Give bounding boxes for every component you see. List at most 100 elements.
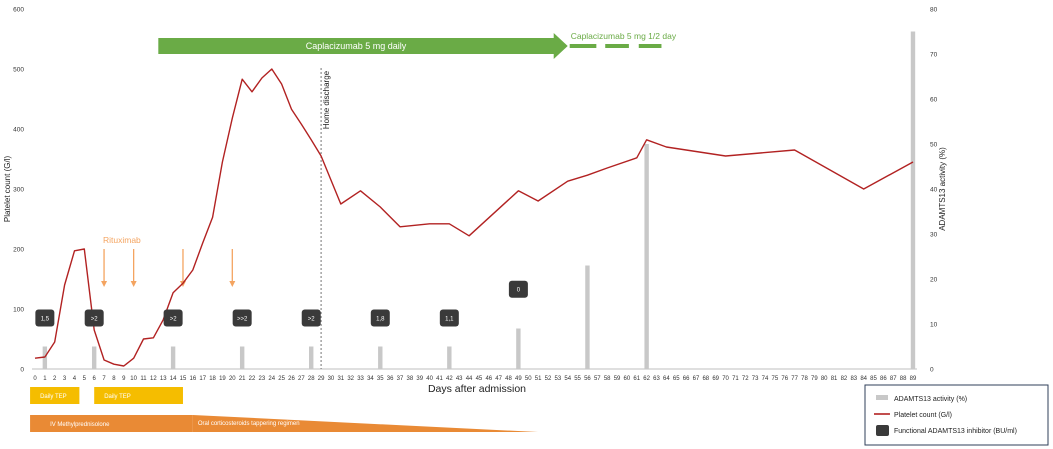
inhibitor-marker — [508, 280, 528, 298]
rituximab-arrow-head — [101, 281, 108, 287]
x-tick-label: 13 — [160, 376, 167, 382]
x-tick-label: 63 — [653, 376, 660, 382]
legend-swatch-box — [876, 425, 889, 436]
rituximab-arrow-head — [130, 281, 137, 287]
inhibitor-marker-label: 1,5 — [41, 317, 50, 323]
x-tick-label: 7 — [102, 376, 106, 382]
x-tick-label: 80 — [821, 376, 828, 382]
x-tick-label: 33 — [357, 376, 364, 382]
y2-tick-label: 50 — [930, 142, 938, 149]
x-tick-label: 4 — [73, 376, 77, 382]
x-tick-label: 64 — [663, 376, 670, 382]
axes: 0 1 2 3 4 5 6 7 8 9 10 11 12 13 14 15 16 17 18 19 20 21 22 23 24… — [3, 7, 947, 396]
x-tick-label: 53 — [555, 376, 562, 382]
caplacizumab-half-dash — [605, 44, 629, 48]
x-tick-label: 74 — [762, 376, 769, 382]
adamts13-bar — [585, 265, 590, 369]
legend-item-label: ADAMTS13 activity (%) — [894, 396, 967, 403]
adamts13-bar — [309, 346, 314, 369]
y-tick-label: 200 — [13, 247, 24, 254]
treatment-bar-tapering — [192, 415, 539, 432]
y-tick-label: 100 — [13, 307, 24, 314]
x-tick-label: 79 — [811, 376, 818, 382]
annotations: Home discharge Rituximab Caplacizumab 5 mg… — [101, 31, 677, 369]
adamts13-bar — [447, 346, 452, 369]
x-axis-title: Days after admission — [428, 383, 526, 395]
treatment-bar-label: Daily TEP — [40, 394, 67, 400]
y2-tick-label: 70 — [930, 52, 938, 59]
x-tick-label: 86 — [880, 376, 887, 382]
inhibitor-marker-label: 1,1 — [445, 317, 454, 323]
x-tick-label: 32 — [347, 376, 354, 382]
treatment-bar-methylprednisolone — [30, 415, 193, 432]
legend-box — [864, 384, 1049, 446]
x-tick-label: 5 — [83, 376, 87, 382]
rituximab-arrow-head — [229, 281, 236, 287]
x-tick-label: 66 — [683, 376, 690, 382]
x-tick-label: 36 — [387, 376, 394, 382]
adamts13-bar — [170, 346, 176, 369]
inhibitor-marker — [35, 309, 55, 327]
adamts13-bar — [378, 346, 383, 369]
x-tick-label: 35 — [377, 376, 384, 382]
inhibitor-marker-label: >2 — [170, 317, 178, 323]
adamts13-bar — [91, 346, 97, 369]
x-tick-label: 9 — [122, 376, 126, 382]
inhibitor-markers: 1,5 >2 >2 >>2 >2 1,8 1,1 0 — [35, 280, 528, 327]
x-tick-label: 38 — [407, 376, 414, 382]
adamts13-bar — [239, 346, 245, 369]
inhibitor-marker — [370, 309, 390, 327]
adamts13-bar — [516, 328, 521, 369]
caplacizumab-half-dash — [638, 44, 662, 48]
x-tick-label: 24 — [268, 376, 275, 382]
x-tick-label: 48 — [505, 376, 512, 382]
adamts13-bar — [42, 346, 48, 369]
x-tick-label: 43 — [456, 376, 463, 382]
x-tick-label: 41 — [436, 376, 443, 382]
x-tick-label: 59 — [614, 376, 621, 382]
x-tick-label: 42 — [446, 376, 453, 382]
x-tick-label: 40 — [426, 376, 433, 382]
inhibitor-marker — [301, 309, 321, 327]
inhibitor-marker — [163, 309, 183, 327]
y-tick-label: 600 — [13, 7, 24, 14]
x-tick-label: 37 — [397, 376, 404, 382]
x-tick-label: 6 — [93, 376, 97, 382]
inhibitor-marker — [84, 309, 104, 327]
x-tick-label: 31 — [337, 376, 344, 382]
x-tick-label: 81 — [831, 376, 838, 382]
x-tick-label: 29 — [318, 376, 325, 382]
x-tick-label: 15 — [180, 376, 187, 382]
x-tick-label: 26 — [288, 376, 295, 382]
y2-tick-label: 30 — [930, 232, 938, 239]
x-tick-label: 76 — [781, 376, 788, 382]
adamts13-bar — [910, 31, 916, 369]
x-tick-label: 30 — [328, 376, 335, 382]
x-tick-label: 58 — [604, 376, 611, 382]
x-tick-label: 12 — [150, 376, 157, 382]
x-tick-label: 20 — [229, 376, 236, 382]
x-tick-label: 70 — [722, 376, 729, 382]
caplacizumab-daily-arrow — [158, 33, 568, 59]
legend-item-label: Functional ADAMTS13 inhibitor (BU/ml) — [894, 428, 1017, 435]
y-tick-label: 300 — [13, 187, 24, 194]
x-tick-label: 51 — [535, 376, 542, 382]
x-tick-label: 0 — [33, 376, 37, 382]
x-tick-label: 27 — [298, 376, 305, 382]
x-tick-label: 21 — [239, 376, 246, 382]
y2-tick-label: 80 — [930, 7, 938, 14]
y-tick-label: 500 — [13, 67, 24, 74]
x-tick-label: 22 — [249, 376, 256, 382]
x-tick-label: 69 — [712, 376, 719, 382]
legend-item-label: Platelet count (G/l) — [894, 412, 952, 419]
inhibitor-marker — [232, 309, 252, 327]
x-tick-label: 78 — [801, 376, 808, 382]
y2-tick-label: 20 — [930, 277, 938, 284]
y-axis-title: Platelet count (G/l) — [3, 156, 12, 223]
x-tick-label: 50 — [525, 376, 532, 382]
platelet-count-line — [34, 68, 914, 367]
x-tick-label: 2 — [53, 376, 57, 382]
x-tick-label: 56 — [584, 376, 591, 382]
x-tick-label: 73 — [752, 376, 759, 382]
platelet-line — [34, 68, 914, 367]
